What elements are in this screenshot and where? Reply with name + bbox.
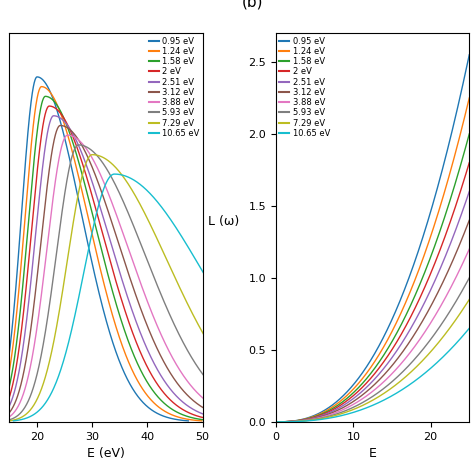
Legend: 0.95 eV, 1.24 eV, 1.58 eV, 2 eV, 2.51 eV, 3.12 eV, 3.88 eV, 5.93 eV, 7.29 eV, 10: 0.95 eV, 1.24 eV, 1.58 eV, 2 eV, 2.51 eV…	[148, 36, 200, 138]
X-axis label: E (eV): E (eV)	[87, 447, 125, 460]
Text: (b): (b)	[241, 0, 263, 10]
X-axis label: E: E	[369, 447, 377, 460]
Y-axis label: L (ω): L (ω)	[208, 215, 239, 228]
Legend: 0.95 eV, 1.24 eV, 1.58 eV, 2 eV, 2.51 eV, 3.12 eV, 3.88 eV, 5.93 eV, 7.29 eV, 10: 0.95 eV, 1.24 eV, 1.58 eV, 2 eV, 2.51 eV…	[279, 36, 331, 138]
